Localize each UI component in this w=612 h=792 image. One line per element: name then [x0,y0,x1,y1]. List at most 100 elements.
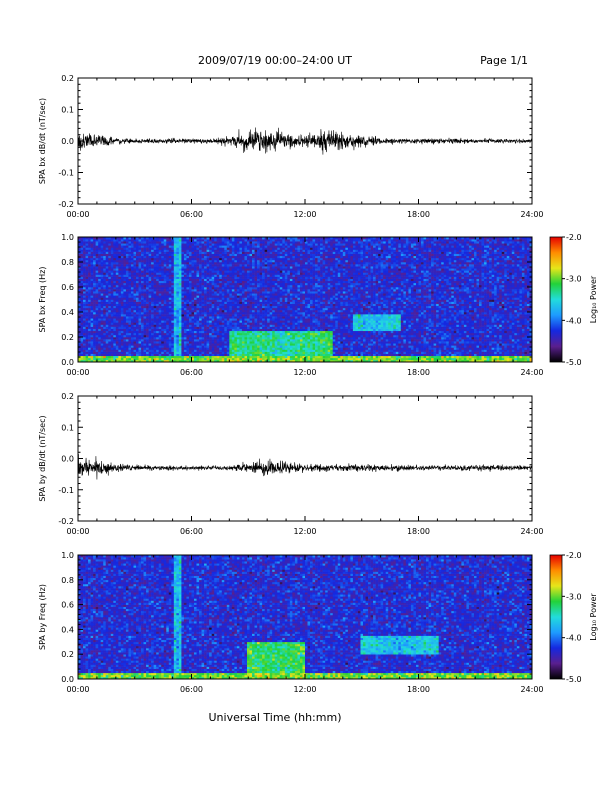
spectrogram-cell [108,299,112,302]
spectrogram-cell [153,341,157,344]
spectrogram-cell [85,245,89,248]
spectrogram-cell [211,309,215,313]
spectrogram-cell [201,276,205,279]
spectrogram-cell [204,326,207,329]
spectrogram-cell [128,326,132,329]
spectrogram-cell [246,264,250,267]
spectrogram-cell [221,343,225,346]
spectrogram-cell [183,268,187,271]
spectrogram-cell [279,316,283,319]
spectrogram-cell [80,284,84,288]
spectrogram-cell [201,239,205,242]
spectrogram-cell [267,316,270,319]
spectrogram-cell [93,241,96,244]
spectrogram-cell [199,305,202,309]
spectrogram-cell [176,241,180,244]
spectrogram-cell [163,347,167,350]
spectrogram-cell [262,316,265,319]
spectrogram-cell [279,303,283,307]
spectrogram-cell [274,295,278,298]
spectrogram-cell [136,307,139,311]
spectrogram-cell [120,299,124,302]
spectrogram-cell [136,276,139,279]
spectrogram-cell [229,289,233,292]
spectrogram-cell [181,305,185,309]
spectrogram-cell [239,241,243,244]
spectrogram-cell [146,241,149,244]
spectrogram-cell [133,247,137,250]
spectrogram-cell [181,284,185,288]
spectrogram-cell [178,359,182,363]
spectrogram-cell [181,255,185,259]
spectrogram-cell [90,309,94,313]
spectrogram-cell [168,289,172,292]
spectrogram-cell [178,297,182,300]
spectrogram-cell [277,324,281,327]
spectrogram-cell [211,270,215,273]
spectrogram-cell [173,324,177,327]
spectrogram-cell [173,341,177,344]
spectrogram-cell [148,309,152,313]
spectrogram-cell [83,257,86,261]
spectrogram-cell [148,255,152,259]
spectrogram-cell [264,353,268,357]
spectrogram-cell [194,287,197,290]
spectrogram-cell [105,270,109,273]
spectrogram-cell [105,355,109,359]
spectrogram-cell [229,301,233,304]
spectrogram-cell [267,312,270,315]
spectrogram-cell [153,349,157,352]
spectrogram-cell [269,255,273,259]
spectrogram-cell [83,355,86,359]
spectrogram-cell [136,328,139,332]
spectrogram-cell [120,291,124,294]
spectrogram-cell [161,303,165,307]
spectrogram-cell [264,330,268,334]
spectrogram-cell [105,339,109,342]
spectrogram-cell [186,307,190,311]
spectrogram-cell [148,270,152,273]
spectrogram-cell [224,239,228,242]
spectrogram-cell [188,280,192,284]
spectrogram-cell [206,322,210,325]
spectrogram-cell [85,353,89,357]
spectrogram-cell [211,351,215,354]
spectrogram-cell [166,309,170,313]
spectrogram-cell [95,314,99,317]
spectrogram-cell [239,339,243,342]
spectrogram-cell [98,343,101,346]
spectrogram-cell [98,337,101,340]
spectrogram-cell [254,264,258,267]
spectrogram-cell [183,259,187,263]
spectrogram-cell [151,326,154,329]
spectrogram-cell [136,293,139,296]
spectrogram-cell [166,239,170,242]
spectrogram-cell [249,353,253,357]
spectrogram-cell [267,264,270,267]
spectrogram-cell [158,249,162,252]
spectrogram-cell [186,264,190,267]
spectrogram-cell [211,295,215,298]
spectrogram-cell [151,322,154,325]
spectrogram-cell [206,328,210,332]
spectrogram-cell [110,347,114,350]
spectrogram-cell [226,351,230,354]
spectrogram-cell [118,239,122,242]
spectrogram-cell [148,280,152,284]
spectrogram-cell [254,297,258,300]
spectrogram-cell [176,278,180,282]
spectrogram-cell [161,339,165,342]
spectrogram-cell [173,284,177,288]
spectrogram-cell [110,345,114,348]
spectrogram-cell [249,351,253,354]
spectrogram-cell [158,307,162,311]
spectrogram-cell [188,351,192,354]
spectrogram-cell [239,291,243,294]
spectrogram-cell [194,295,197,298]
spectrogram-cell [282,357,286,361]
spectrogram-cell [88,237,91,240]
spectrogram-cell [257,339,260,342]
spectrogram-cell [239,257,243,261]
spectrogram-cell [252,303,255,307]
spectrogram-cell [173,314,177,317]
